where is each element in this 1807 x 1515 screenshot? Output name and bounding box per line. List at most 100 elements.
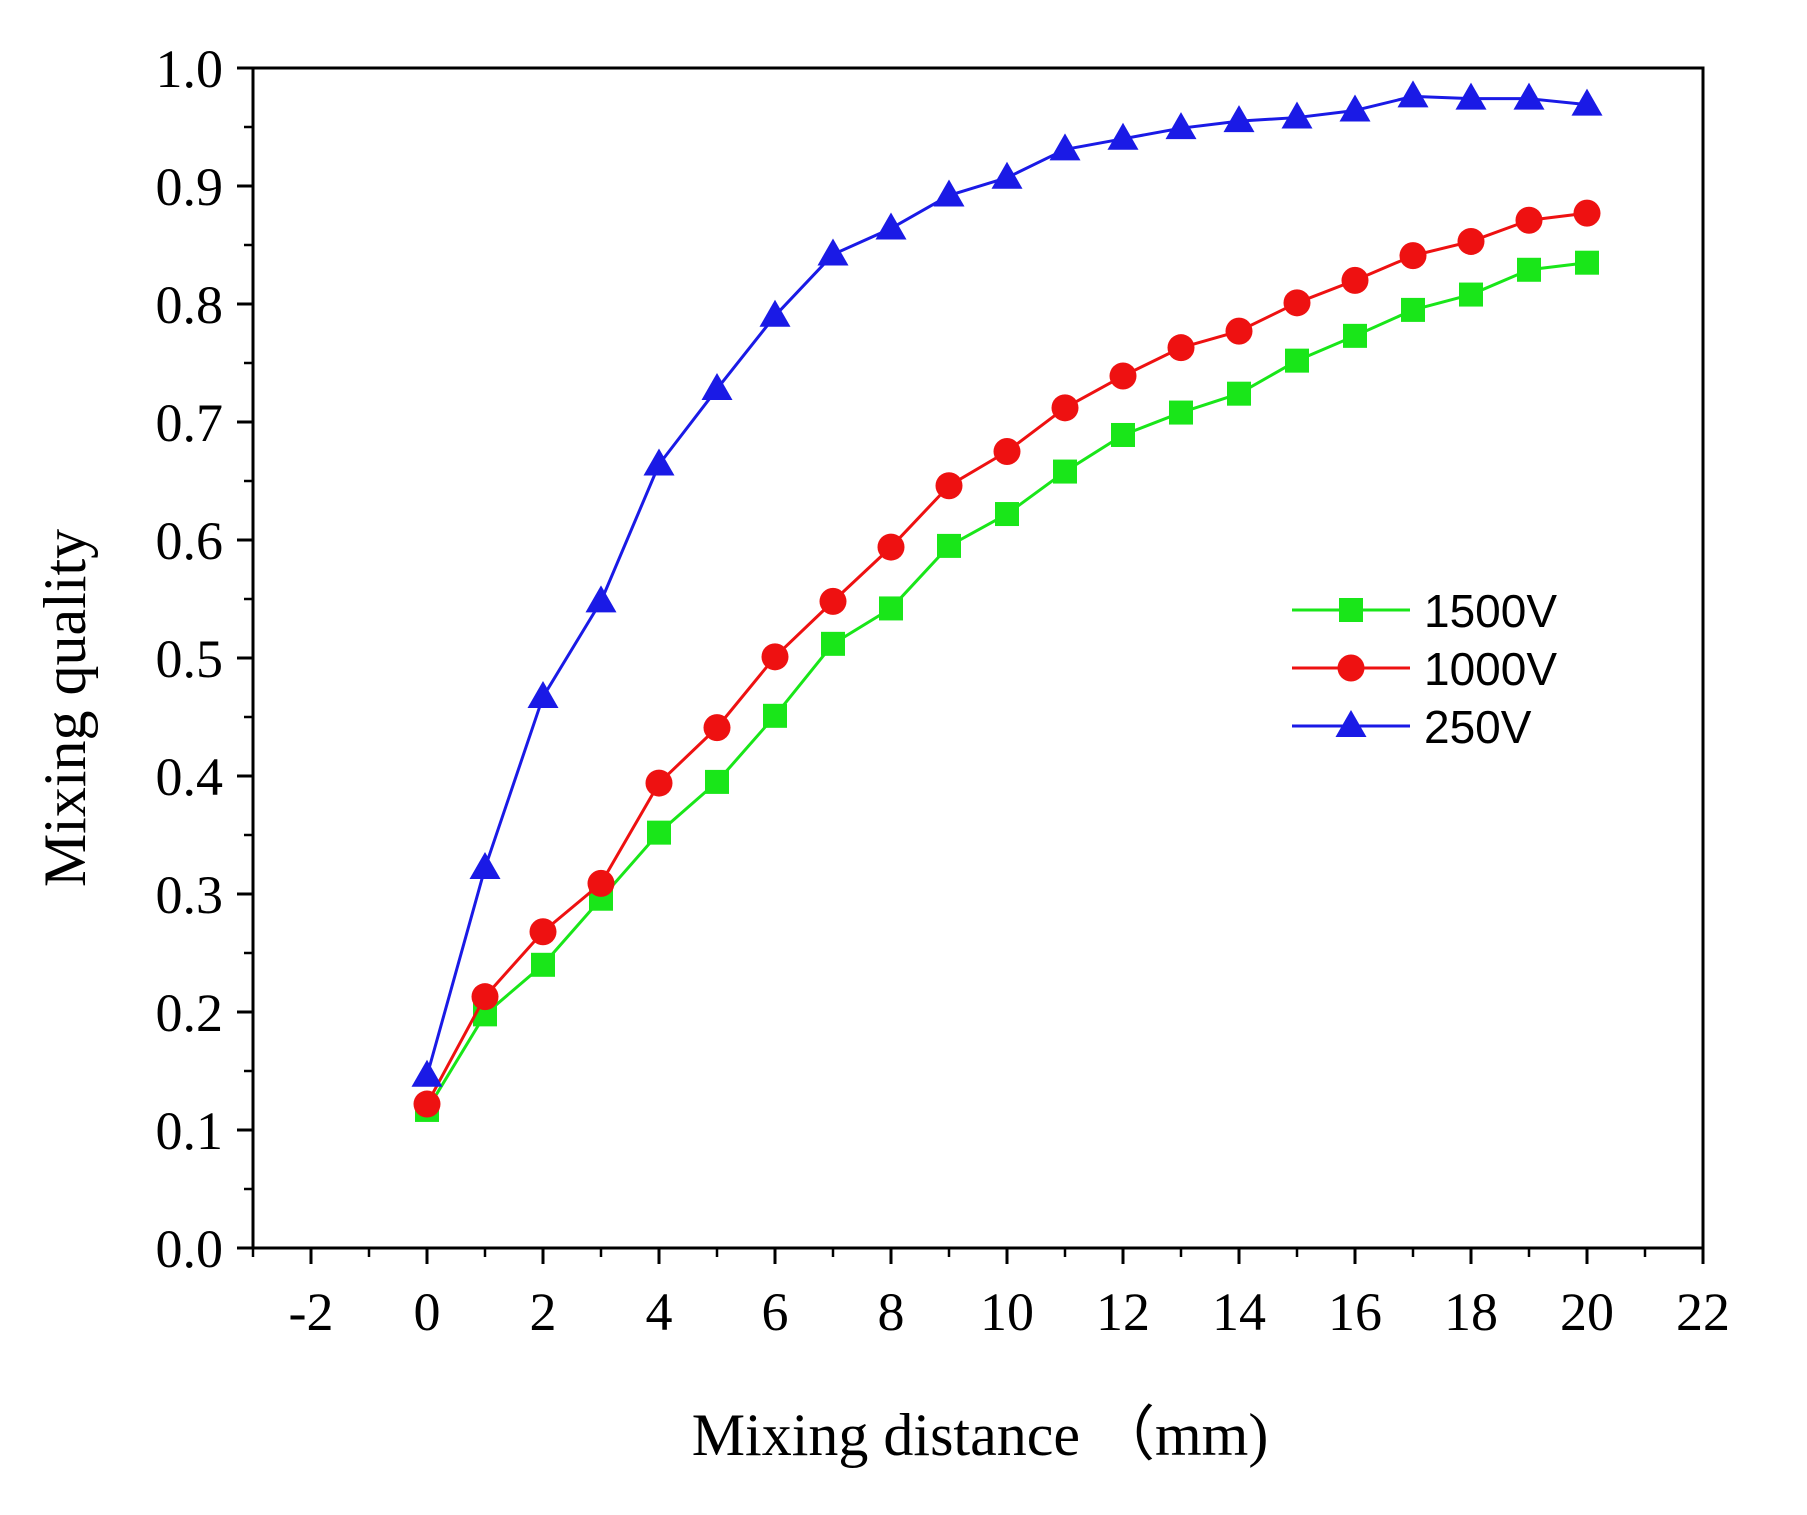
data-point-250v bbox=[1165, 112, 1197, 140]
y-tick-label: 0.1 bbox=[156, 1101, 224, 1161]
data-point-250v bbox=[933, 179, 965, 207]
x-tick-label: -2 bbox=[289, 1282, 334, 1342]
data-point-250v bbox=[1107, 122, 1139, 150]
legend: 1500V 1000V 250V bbox=[1292, 585, 1557, 753]
data-point-1500v bbox=[1111, 422, 1135, 447]
data-point-1500v bbox=[1401, 297, 1425, 322]
x-tick-label: 2 bbox=[530, 1282, 557, 1342]
data-point-1000v bbox=[471, 983, 499, 1011]
y-tick-label: 0.0 bbox=[156, 1219, 224, 1279]
data-point-1500v bbox=[531, 952, 555, 977]
data-point-250v bbox=[469, 852, 501, 880]
data-point-1000v bbox=[1225, 317, 1253, 345]
data-point-1500v bbox=[1343, 323, 1367, 348]
y-tick-label: 1.0 bbox=[156, 39, 224, 99]
data-point-1000v bbox=[1341, 266, 1369, 294]
series-1500v bbox=[415, 250, 1599, 1122]
x-tick-labels: -2 0 2 4 6 8 10 12 14 16 18 20 22 bbox=[289, 1282, 1730, 1342]
data-point-1500v bbox=[1575, 250, 1599, 275]
data-point-1000v bbox=[1457, 227, 1485, 255]
x-tick-label: 12 bbox=[1096, 1282, 1150, 1342]
data-point-1000v bbox=[1109, 362, 1137, 390]
data-point-250v bbox=[1049, 133, 1081, 161]
data-point-1500v bbox=[1053, 459, 1077, 484]
data-point-250v bbox=[1571, 88, 1603, 116]
data-point-1500v bbox=[995, 502, 1019, 527]
y-tick-labels: 0.0 0.1 0.2 0.3 0.4 0.5 0.6 0.7 0.8 0.9 1.0 bbox=[156, 39, 224, 1279]
data-point-250v bbox=[585, 585, 617, 613]
x-tick-label: 18 bbox=[1444, 1282, 1498, 1342]
data-point-1500v bbox=[1227, 381, 1251, 406]
data-point-1000v bbox=[413, 1090, 441, 1118]
axis-ticks bbox=[237, 66, 1705, 1264]
x-tick-label: 0 bbox=[414, 1282, 441, 1342]
data-point-250v bbox=[1281, 101, 1313, 129]
series-layer bbox=[411, 80, 1603, 1122]
data-point-1000v bbox=[1399, 242, 1427, 270]
y-tick-label: 0.2 bbox=[156, 983, 224, 1043]
x-tick-label: 22 bbox=[1676, 1282, 1730, 1342]
legend-label: 1000V bbox=[1424, 643, 1557, 695]
series-line-1500v bbox=[425, 261, 1588, 1111]
data-point-1500v bbox=[1285, 348, 1309, 373]
y-tick-label: 0.7 bbox=[156, 393, 224, 453]
x-tick-label: 14 bbox=[1212, 1282, 1266, 1342]
data-point-250v bbox=[1397, 80, 1429, 108]
y-tick-label: 0.3 bbox=[156, 865, 224, 925]
data-point-1000v bbox=[819, 587, 847, 615]
y-tick-label: 0.6 bbox=[156, 511, 224, 571]
data-point-1000v bbox=[1515, 206, 1543, 234]
data-point-1500v bbox=[1459, 282, 1483, 307]
data-point-250v bbox=[759, 299, 791, 327]
x-axis-title: Mixing distance （mm) bbox=[692, 1402, 1269, 1468]
data-point-1000v bbox=[1167, 334, 1195, 362]
y-axis-title: Mixing quality bbox=[32, 529, 98, 887]
data-point-1500v bbox=[879, 596, 903, 621]
x-tick-label: 8 bbox=[878, 1282, 905, 1342]
data-point-1000v bbox=[761, 643, 789, 671]
data-point-250v bbox=[643, 448, 675, 476]
legend-label: 1500V bbox=[1424, 585, 1557, 637]
legend-marker bbox=[1339, 598, 1363, 622]
series-250v bbox=[411, 80, 1603, 1087]
data-point-250v bbox=[1339, 94, 1371, 122]
legend-item-1000v: 1000V bbox=[1292, 643, 1557, 695]
y-tick-label: 0.5 bbox=[156, 629, 224, 689]
data-point-250v bbox=[1223, 105, 1255, 133]
data-point-1500v bbox=[705, 769, 729, 794]
series-1000v bbox=[413, 199, 1601, 1118]
data-point-1000v bbox=[587, 869, 615, 897]
data-point-250v bbox=[527, 680, 559, 708]
legend-label: 250V bbox=[1424, 701, 1532, 753]
data-point-250v bbox=[817, 238, 849, 266]
data-point-250v bbox=[875, 212, 907, 240]
data-point-1000v bbox=[1051, 394, 1079, 422]
data-point-1500v bbox=[1517, 257, 1541, 282]
series-line-1000v bbox=[425, 211, 1588, 1105]
data-point-1500v bbox=[821, 631, 845, 656]
data-point-250v bbox=[991, 161, 1023, 189]
legend-item-1500v: 1500V bbox=[1292, 585, 1557, 637]
data-point-250v bbox=[701, 372, 733, 400]
y-tick-label: 0.4 bbox=[156, 747, 224, 807]
data-point-1000v bbox=[993, 438, 1021, 465]
data-point-1500v bbox=[937, 533, 961, 558]
data-point-250v bbox=[1455, 82, 1487, 110]
y-tick-label: 0.9 bbox=[156, 157, 224, 217]
data-point-1500v bbox=[763, 703, 787, 728]
y-tick-label: 0.8 bbox=[156, 275, 224, 335]
data-point-1000v bbox=[529, 918, 557, 946]
x-tick-label: 16 bbox=[1328, 1282, 1382, 1342]
data-point-250v bbox=[411, 1059, 443, 1087]
x-tick-label: 10 bbox=[980, 1282, 1034, 1342]
legend-marker bbox=[1335, 710, 1367, 737]
data-point-1000v bbox=[1283, 289, 1311, 317]
data-point-1500v bbox=[1169, 400, 1193, 425]
data-point-1000v bbox=[703, 714, 731, 742]
data-point-1000v bbox=[877, 533, 905, 561]
data-point-250v bbox=[1513, 82, 1545, 110]
legend-marker bbox=[1337, 654, 1365, 682]
data-point-1000v bbox=[645, 769, 673, 797]
x-tick-label: 6 bbox=[762, 1282, 789, 1342]
